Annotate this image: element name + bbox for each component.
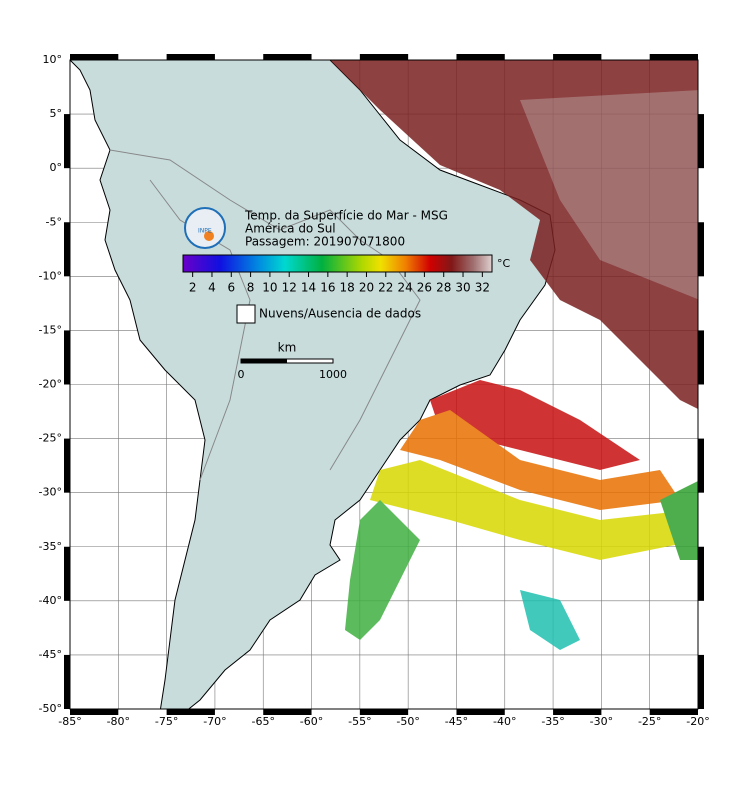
scale-end: 1000 xyxy=(319,368,347,381)
colorbar-tick-label: 2 xyxy=(189,281,197,295)
frame-bar xyxy=(553,54,602,60)
x-tick-label: -55° xyxy=(348,715,371,728)
frame-bar xyxy=(649,54,698,60)
colorbar-tick-label: 10 xyxy=(262,281,277,295)
y-tick-label: -30° xyxy=(39,486,62,499)
frame-bar xyxy=(359,54,409,60)
colorbar-tick-label: 12 xyxy=(282,281,297,295)
y-tick-label: -45° xyxy=(39,648,62,661)
y-tick-label: -50° xyxy=(39,702,62,715)
frame-bar xyxy=(64,222,70,277)
frame-bar xyxy=(70,54,119,60)
x-tick-label: -25° xyxy=(638,715,661,728)
colorbar-tick-label: 26 xyxy=(417,281,432,295)
x-tick-label: -40° xyxy=(493,715,516,728)
x-tick-label: -85° xyxy=(58,715,81,728)
y-tick-label: -35° xyxy=(39,540,62,553)
colorbar-tick-label: 14 xyxy=(301,281,316,295)
logo xyxy=(184,207,226,249)
frame-bar xyxy=(64,546,70,601)
frame-bar xyxy=(70,709,119,715)
frame-bar xyxy=(553,709,602,715)
x-tick-label: -60° xyxy=(300,715,323,728)
colorbar-tick-label: 18 xyxy=(340,281,355,295)
x-tick-label: -30° xyxy=(590,715,613,728)
frame-bar xyxy=(64,438,70,493)
y-tick-label: 0° xyxy=(50,161,63,174)
frame-bar xyxy=(64,654,70,709)
y-tick-label: -10° xyxy=(39,269,62,282)
frame-bar xyxy=(698,330,704,385)
frame-bar xyxy=(649,709,698,715)
sst-pixels xyxy=(330,60,698,650)
x-tick-label: -35° xyxy=(541,715,564,728)
frame-bar xyxy=(698,222,704,277)
colorbar-tick-label: 22 xyxy=(378,281,393,295)
frame-bar xyxy=(698,438,704,493)
frame-bar xyxy=(166,709,215,715)
colorbar-tick-label: 24 xyxy=(397,281,412,295)
title-line: América do Sul xyxy=(245,222,336,236)
x-tick-label: -45° xyxy=(445,715,468,728)
colorbar-unit: °C xyxy=(497,257,511,270)
y-tick-label: -20° xyxy=(39,378,62,391)
x-tick-label: -50° xyxy=(396,715,419,728)
frame-bars xyxy=(64,54,704,715)
frame-bar xyxy=(456,709,505,715)
y-tick-label: -15° xyxy=(39,323,62,336)
frame-bar xyxy=(64,330,70,385)
frame-bar xyxy=(698,114,704,169)
frame-bar xyxy=(166,54,215,60)
title-line: Passagem: 201907071800 xyxy=(245,235,405,249)
frame-bar xyxy=(64,114,70,169)
x-tick-label: -75° xyxy=(155,715,178,728)
legend-swatch xyxy=(236,304,256,324)
x-tick-label: -70° xyxy=(203,715,226,728)
logo-dot xyxy=(204,231,214,241)
map-layers xyxy=(70,60,698,709)
colorbar-tick-label: 6 xyxy=(227,281,235,295)
logo-text: INPE xyxy=(198,228,212,235)
scale-bar-segment xyxy=(241,359,287,363)
scale-start: 0 xyxy=(238,368,245,381)
colorbar-tick-label: 16 xyxy=(320,281,335,295)
frame-bar xyxy=(263,54,312,60)
borders xyxy=(109,149,421,471)
colorbar xyxy=(182,254,493,273)
colorbar-tick-label: 28 xyxy=(436,281,451,295)
frame-bar xyxy=(698,546,704,601)
frame-bar xyxy=(456,54,505,60)
frame-bar xyxy=(698,654,704,709)
colorbar-tick-label: 8 xyxy=(247,281,255,295)
colorbar-tick-label: 4 xyxy=(208,281,216,295)
y-tick-label: -25° xyxy=(39,432,62,445)
frame-bar xyxy=(263,709,312,715)
colorbar-tick-label: 30 xyxy=(455,281,470,295)
title-line: Temp. da Superfície do Mar - MSG xyxy=(244,209,448,223)
legend-label: Nuvens/Ausencia de dados xyxy=(259,307,421,321)
frame-bar xyxy=(359,709,409,715)
x-tick-label: -20° xyxy=(686,715,709,728)
borders xyxy=(149,179,251,481)
y-tick-label: 10° xyxy=(43,53,63,66)
y-tick-label: -40° xyxy=(39,594,62,607)
colorbar-tick-label: 32 xyxy=(475,281,490,295)
scale-unit: km xyxy=(278,341,297,355)
y-tick-label: 5° xyxy=(50,107,63,120)
x-tick-label: -65° xyxy=(251,715,274,728)
x-tick-label: -80° xyxy=(107,715,130,728)
colorbar-tick-label: 20 xyxy=(359,281,374,295)
y-tick-label: -5° xyxy=(46,215,62,228)
